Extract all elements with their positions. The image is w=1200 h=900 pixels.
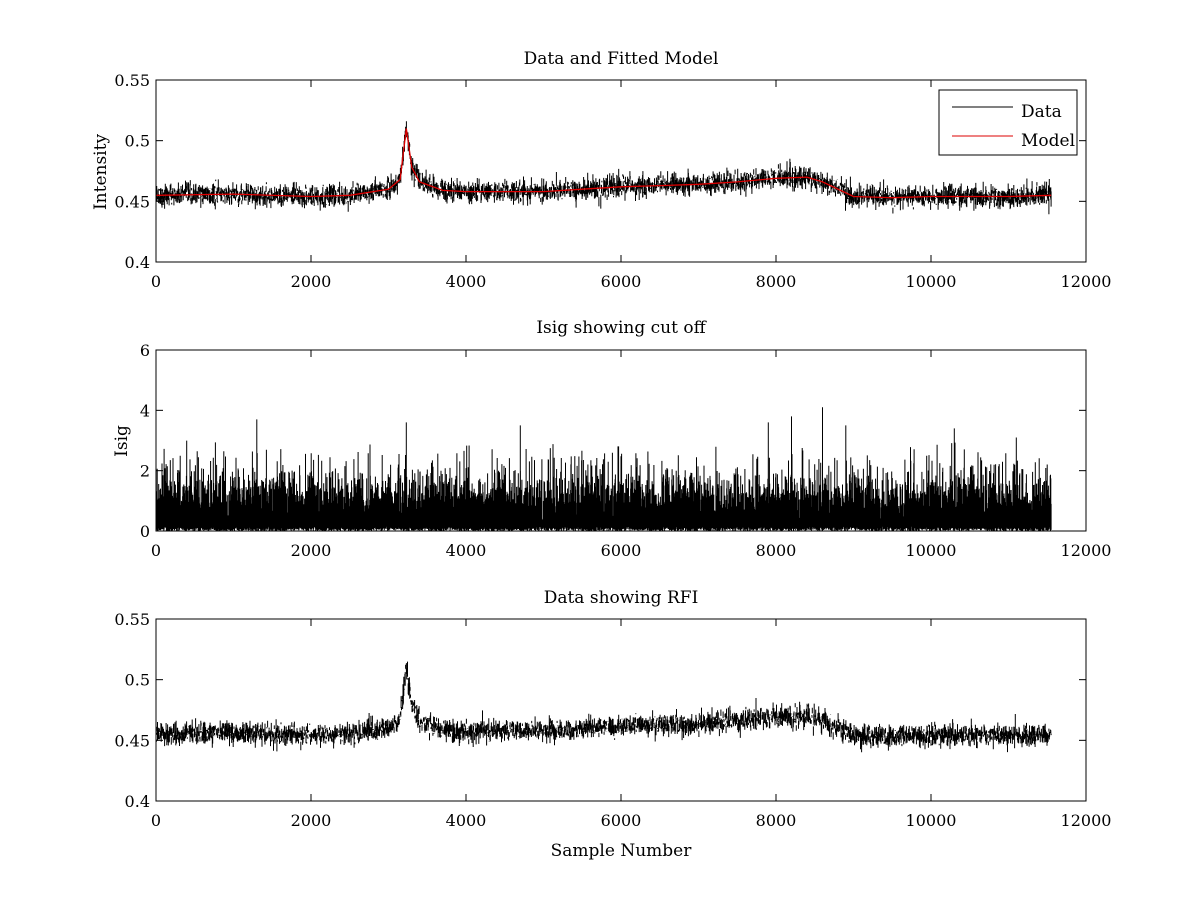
panel-3-title: Data showing RFI	[544, 588, 699, 608]
panel-1-ylabel: Intensity	[91, 134, 111, 210]
x-tick-label: 10000	[906, 811, 957, 830]
series-isig	[155, 407, 1052, 531]
y-tick-label: 0.55	[114, 71, 150, 90]
x-tick-label: 0	[151, 272, 161, 291]
y-tick-label: 6	[140, 341, 150, 360]
legend-data-label: Data	[1021, 102, 1062, 122]
x-tick-label: 12000	[1061, 811, 1112, 830]
x-tick-label: 0	[151, 541, 161, 560]
x-tick-label: 2000	[291, 811, 332, 830]
y-tick-label: 4	[140, 401, 150, 420]
y-tick-label: 0.4	[125, 792, 150, 811]
legend-box	[938, 89, 1078, 156]
series-data	[155, 121, 1052, 215]
panel-data-and-model: Data and Fitted Model Intensity 0 2000 400…	[91, 49, 1111, 291]
panel-2-ylabel: Isig	[112, 425, 132, 457]
x-tick-label: 12000	[1061, 541, 1112, 560]
panel-isig: Isig showing cut off Isig 0 2000 4000 6000 8…	[112, 318, 1111, 560]
legend-model-label: Model	[1021, 131, 1075, 151]
x-tick-label: 12000	[1061, 272, 1112, 291]
y-tick-label: 2	[140, 462, 150, 481]
x-tick-label: 6000	[601, 272, 642, 291]
x-tick-label: 2000	[291, 272, 332, 291]
x-tick-label: 6000	[601, 541, 642, 560]
panel-3-axes-box	[155, 618, 1087, 802]
y-tick-label: 0.45	[114, 731, 150, 750]
series-data	[155, 661, 1052, 753]
panel-3-xlabel: Sample Number	[551, 841, 693, 861]
series-model	[155, 128, 1052, 199]
panel-2-title: Isig showing cut off	[536, 318, 707, 338]
panel-1-title: Data and Fitted Model	[524, 49, 719, 69]
y-tick-label: 0.45	[114, 192, 150, 211]
legend: Data Model	[938, 89, 1078, 156]
y-tick-label: 0.4	[125, 253, 150, 272]
x-tick-label: 10000	[906, 541, 957, 560]
y-tick-label: 0.55	[114, 610, 150, 629]
x-tick-label: 8000	[756, 541, 797, 560]
y-tick-label: 0	[140, 522, 150, 541]
x-tick-label: 8000	[756, 272, 797, 291]
x-tick-label: 4000	[446, 811, 487, 830]
x-tick-label: 10000	[906, 272, 957, 291]
x-tick-label: 4000	[446, 541, 487, 560]
x-tick-label: 0	[151, 811, 161, 830]
x-tick-label: 8000	[756, 811, 797, 830]
x-tick-label: 2000	[291, 541, 332, 560]
panel-data-rfi: Data showing RFI 0 2000 4000 6000 8000 10000 1…	[114, 588, 1111, 861]
y-tick-label: 0.5	[125, 671, 150, 690]
y-tick-label: 0.5	[125, 132, 150, 151]
x-tick-label: 4000	[446, 272, 487, 291]
x-tick-label: 6000	[601, 811, 642, 830]
